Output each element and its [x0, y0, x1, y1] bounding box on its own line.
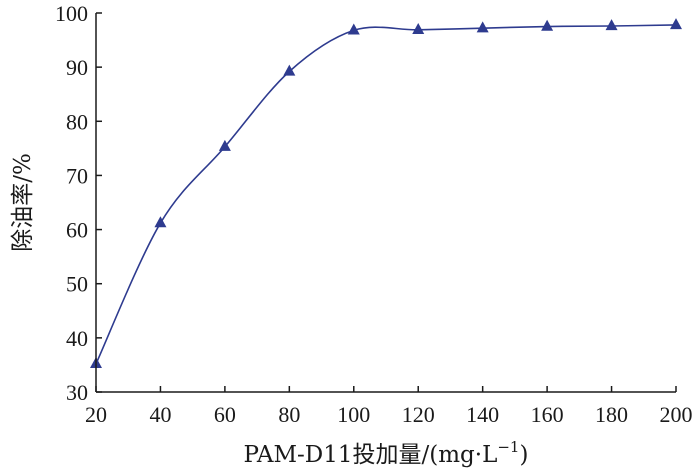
data-point-marker	[154, 216, 167, 228]
x-tick-label: 80	[278, 402, 300, 427]
x-tick-label: 180	[595, 402, 628, 427]
x-tick-label: 160	[531, 402, 564, 427]
x-ticks: 20 40 60 80 100 120 140 160 180 200	[85, 386, 693, 427]
y-tick-label: 100	[55, 1, 88, 26]
data-point-marker	[476, 21, 489, 33]
x-tick-label: 120	[402, 402, 435, 427]
x-axis-title-end: )	[519, 442, 528, 468]
y-axis-title: 除油率/%	[10, 153, 36, 252]
y-tick-label: 30	[66, 380, 88, 405]
y-ticks: 30 40 50 60 70 80 90 100	[55, 1, 102, 405]
x-tick-label: 100	[337, 402, 370, 427]
y-tick-label: 90	[66, 55, 88, 80]
data-point-marker	[412, 22, 425, 34]
data-point-marker	[670, 18, 682, 30]
x-axis-title: PAM-D11投加量/(mg·L−1)	[244, 438, 529, 468]
series-line	[95, 24, 677, 365]
data-point-marker	[218, 139, 231, 151]
x-tick-label: 40	[149, 402, 171, 427]
data-point-marker	[347, 23, 360, 35]
x-tick-label: 140	[466, 402, 499, 427]
y-tick-label: 40	[66, 326, 88, 351]
x-tick-label: 200	[660, 402, 693, 427]
x-tick-label: 20	[85, 402, 107, 427]
y-tick-label: 50	[66, 272, 88, 297]
data-point-marker	[541, 19, 554, 31]
plot-area	[90, 18, 682, 369]
x-tick-label: 60	[214, 402, 236, 427]
x-axis-title-main: PAM-D11投加量/(mg·L	[244, 442, 498, 468]
data-point-marker	[283, 64, 296, 76]
y-tick-label: 60	[66, 218, 88, 243]
data-markers	[90, 18, 682, 369]
data-point-marker	[605, 19, 618, 31]
y-tick-label: 70	[66, 163, 88, 188]
x-axis-title-superscript: −1	[497, 438, 519, 456]
y-tick-label: 80	[66, 109, 88, 134]
